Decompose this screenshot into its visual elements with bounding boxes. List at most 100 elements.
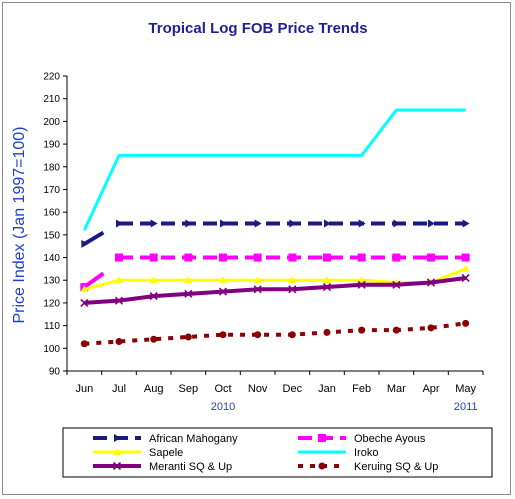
data-point — [462, 319, 470, 327]
data-point — [323, 328, 331, 336]
legend-marker — [318, 462, 326, 470]
y-tick-label: 110 — [44, 321, 60, 332]
legend: African Mahogany Obeche Ayous Sapele Iroko M… — [62, 427, 493, 478]
x-tick-label: Jul — [112, 383, 126, 395]
legend-marker — [114, 434, 121, 442]
data-point — [184, 333, 192, 341]
series-iroko — [82, 108, 466, 231]
data-point — [115, 276, 123, 284]
data-point — [150, 335, 158, 343]
data-point — [115, 253, 123, 262]
data-point — [184, 289, 193, 298]
data-point — [150, 219, 158, 228]
x-tick-label: Aug — [144, 383, 164, 395]
data-point — [392, 253, 401, 262]
legend-marker — [112, 461, 122, 471]
y-tick-label: 210 — [43, 94, 60, 105]
data-point — [392, 326, 400, 334]
data-point — [80, 298, 89, 307]
x-tick-label: May — [455, 383, 476, 395]
data-point — [426, 278, 436, 287]
data-point — [254, 219, 262, 228]
data-point — [219, 276, 227, 284]
data-point — [358, 326, 366, 334]
x-tick-label: Mar — [387, 383, 406, 395]
data-point — [357, 280, 366, 289]
data-point — [288, 285, 297, 294]
data-point — [184, 253, 193, 262]
x-tick-label: Oct — [214, 383, 231, 395]
y-tick-label: 130 — [43, 276, 60, 287]
legend-marker — [113, 448, 121, 455]
data-point — [358, 219, 366, 228]
y-tick-label: 200 — [43, 117, 60, 128]
data-point — [461, 273, 470, 283]
x-tick-label: Sep — [179, 383, 199, 395]
series-line — [84, 275, 466, 305]
legend-item-iroko: Iroko — [298, 447, 378, 459]
data-point — [323, 253, 331, 262]
y-tick-label: 160 — [43, 208, 60, 219]
data-point — [357, 253, 366, 262]
y-tick-label: 100 — [43, 344, 60, 355]
y-axis-label: Price Index (Jan 1997=100) — [11, 126, 28, 323]
series-line-segment — [83, 230, 105, 246]
data-point — [80, 340, 88, 348]
data-point — [254, 331, 262, 339]
legend-label: African Mahogany — [149, 433, 238, 445]
legend-item-meranti-sq-up: Meranti SQ & Up — [93, 461, 232, 473]
series-keruing-sq-up — [80, 319, 470, 348]
data-point — [428, 219, 435, 228]
data-point — [288, 276, 297, 284]
data-point — [149, 276, 158, 284]
data-point — [288, 253, 297, 262]
legend-item-keruing-sq-up: Keruing SQ & Up — [298, 461, 438, 473]
legend-label: Keruing SQ & Up — [354, 461, 438, 473]
data-point — [324, 219, 331, 228]
data-point — [185, 219, 193, 228]
plot-area: 90 100 110 120 130 140 150 160 170 180 190 200 210 22… — [43, 72, 484, 413]
x-tick-label: Feb — [352, 383, 371, 395]
y-tick-label: 90 — [49, 367, 61, 378]
data-point — [115, 338, 123, 345]
data-point — [81, 239, 89, 248]
data-point — [116, 219, 123, 228]
legend-label: Obeche Ayous — [354, 433, 426, 445]
data-point — [393, 219, 401, 228]
legend-label: Iroko — [354, 447, 378, 459]
data-point — [357, 276, 366, 284]
y-tick-label: 170 — [43, 185, 60, 196]
year-label: 2010 — [211, 401, 235, 413]
data-point — [149, 292, 158, 301]
series-line — [83, 267, 467, 291]
series-line — [82, 108, 466, 231]
data-point — [149, 253, 158, 262]
x-tick-label: Jun — [75, 383, 93, 395]
legend-label: Meranti SQ & Up — [149, 461, 232, 473]
y-tick-label: 180 — [43, 162, 60, 173]
legend-item-african-mahogany: African Mahogany — [93, 433, 238, 445]
data-point — [392, 280, 401, 289]
data-point — [253, 285, 262, 294]
data-point — [462, 219, 470, 228]
data-point — [253, 276, 262, 284]
x-tick-label: Apr — [422, 383, 439, 395]
year-label: 2011 — [454, 401, 478, 413]
data-point — [219, 253, 227, 262]
data-point — [114, 296, 124, 305]
data-point — [288, 331, 296, 339]
legend-item-sapele: Sapele — [93, 447, 183, 459]
data-point — [289, 219, 297, 228]
data-point — [461, 253, 470, 262]
series-african-mahogany — [81, 219, 470, 248]
data-point — [461, 264, 470, 272]
chart-frame — [2, 2, 511, 495]
data-point — [427, 324, 435, 332]
y-tick-label: 150 — [43, 230, 60, 241]
data-point — [80, 285, 89, 293]
x-tick-label: Dec — [283, 383, 303, 395]
y-tick-label: 140 — [43, 253, 60, 264]
chart-title: Tropical Log FOB Price Trends — [148, 20, 367, 37]
data-point — [184, 276, 193, 284]
